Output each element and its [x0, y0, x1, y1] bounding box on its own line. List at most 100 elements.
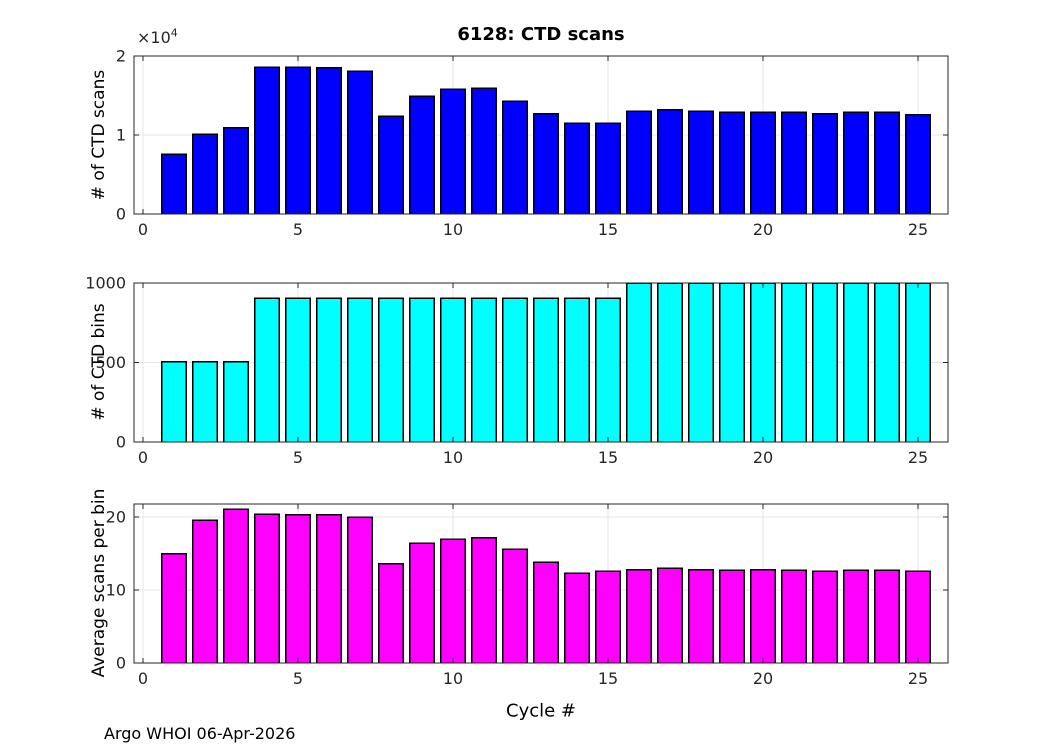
ctd-bins-bar-19: [718, 283, 746, 442]
avg-scans-per-bin-bar-17: [656, 567, 684, 663]
ctd-scans-bar-21: [780, 111, 808, 214]
y-axis-exponent: ×104: [137, 28, 178, 47]
avg-scans-per-bin-bar-3: [222, 508, 250, 663]
x-tick-label: 25: [908, 448, 928, 467]
avg-scans-per-bin-bar-25: [904, 570, 932, 663]
ctd-bins-bar-21: [780, 283, 808, 442]
chart-ctd-bins: 0 5 10 15 20 25 0 500 1000: [85, 274, 949, 467]
y-tick-label: 0: [116, 433, 126, 452]
chart-avg-scans-per-bin: 0 5 10 15 20 25 0 10 20: [106, 503, 949, 688]
ctd-scans-bar-12: [501, 100, 529, 214]
ctd-bins-bar-13: [532, 297, 560, 442]
avg-scans-per-bin-bar-20: [749, 568, 777, 663]
x-tick-label: 25: [908, 220, 928, 239]
ctd-bins-bar-5: [284, 297, 312, 442]
ctd-bins-bar-10: [439, 297, 467, 442]
ctd-bins-bar-1: [160, 360, 188, 442]
x-tick-label: 5: [293, 669, 303, 688]
y-axis-exponent-power: 4: [170, 26, 178, 40]
avg-scans-per-bin-bar-9: [408, 542, 436, 663]
x-tick-label: 20: [753, 220, 773, 239]
ctd-scans-bar-1: [160, 153, 188, 214]
avg-scans-per-bin-bar-19: [718, 569, 746, 663]
ctd-scans-bar-10: [439, 88, 467, 214]
ctd-scans-bar-3: [222, 127, 250, 214]
ctd-bins-bar-25: [904, 283, 932, 442]
avg-scans-per-bin-bar-12: [501, 548, 529, 663]
x-tick-label: 15: [598, 448, 618, 467]
ctd-bins-bar-17: [656, 283, 684, 442]
ctd-scans-bar-5: [284, 66, 312, 214]
ctd-scans-bar-23: [842, 111, 870, 214]
ctd-scans-bar-25: [904, 113, 932, 214]
ctd-scans-bar-4: [253, 66, 281, 214]
ctd-bins-bar-7: [346, 297, 374, 442]
avg-scans-per-bin-bar-2: [191, 519, 219, 663]
y-label-ctd-scans: # of CTD scans: [89, 69, 109, 201]
ctd-bins-bar-11: [470, 297, 498, 442]
avg-scans-per-bin-bar-14: [563, 572, 591, 663]
x-tick-label: 10: [443, 220, 463, 239]
ctd-scans-bar-11: [470, 87, 498, 214]
ctd-bins-bar-20: [749, 283, 777, 442]
avg-scans-per-bin-bar-7: [346, 516, 374, 663]
avg-scans-per-bin-bar-21: [780, 569, 808, 663]
avg-scans-per-bin-bar-10: [439, 538, 467, 663]
y-axis-exponent-base: ×10: [137, 28, 171, 47]
x-tick-label: 15: [598, 220, 618, 239]
avg-scans-per-bin-bar-6: [315, 514, 343, 663]
avg-scans-per-bin-bar-4: [253, 513, 281, 663]
ctd-bins-bar-6: [315, 297, 343, 442]
x-axis-label: Cycle #: [506, 700, 576, 722]
ctd-bins-bar-23: [842, 283, 870, 442]
x-tick-label: 10: [443, 669, 463, 688]
y-tick-label: 0: [116, 654, 126, 673]
y-label-ctd-bins: # of CTD bins: [89, 303, 109, 421]
ctd-scans-bar-17: [656, 108, 684, 214]
ctd-bins-bar-15: [594, 297, 622, 442]
y-tick-label: 20: [106, 508, 126, 527]
ctd-bins-bars: [160, 283, 932, 442]
ctd-scans-bar-20: [749, 111, 777, 214]
ctd-bins-bar-18: [687, 283, 715, 442]
avg-scans-per-bin-bar-24: [873, 569, 901, 663]
avg-scans-per-bin-bar-13: [532, 561, 560, 663]
y-tick-label: 1: [116, 126, 126, 145]
ctd-scans-bar-2: [191, 133, 219, 214]
ctd-bins-bar-3: [222, 360, 250, 442]
y-tick-label: 0: [116, 205, 126, 224]
ctd-scans-bar-24: [873, 111, 901, 214]
x-tick-label: 5: [293, 220, 303, 239]
x-tick-label: 0: [138, 220, 148, 239]
ctd-scans-bar-18: [687, 110, 715, 214]
y-tick-label: 1000: [85, 274, 126, 293]
ctd-scans-bar-6: [315, 67, 343, 214]
ctd-bins-bar-4: [253, 297, 281, 442]
ctd-bins-bar-9: [408, 297, 436, 442]
x-tick-label: 0: [138, 448, 148, 467]
x-tick-label: 20: [753, 669, 773, 688]
y-tick-label: 500: [95, 353, 126, 372]
ctd-bins-bar-14: [563, 297, 591, 442]
ctd-scans-bar-9: [408, 95, 436, 214]
ctd-scans-bar-15: [594, 122, 622, 214]
avg-scans-per-bin-bar-11: [470, 536, 498, 663]
avg-scans-per-bin-bar-15: [594, 570, 622, 663]
chart-title: 6128: CTD scans: [457, 24, 625, 45]
ctd-scans-bar-8: [377, 115, 405, 214]
x-tick-label: 0: [138, 669, 148, 688]
ctd-scans-bar-14: [563, 122, 591, 214]
avg-scans-per-bin-bars: [160, 508, 932, 663]
footer-note: Argo WHOI 06-Apr-2026: [104, 724, 296, 743]
y-tick-label: 2: [116, 47, 126, 66]
ctd-bins-bar-16: [625, 283, 653, 442]
x-tick-label: 10: [443, 448, 463, 467]
avg-scans-per-bin-bar-1: [160, 552, 188, 663]
x-tick-label: 15: [598, 669, 618, 688]
avg-scans-per-bin-bar-16: [625, 568, 653, 663]
x-tick-label: 5: [293, 448, 303, 467]
avg-scans-per-bin-bar-22: [811, 570, 839, 663]
avg-scans-per-bin-bar-5: [284, 514, 312, 663]
